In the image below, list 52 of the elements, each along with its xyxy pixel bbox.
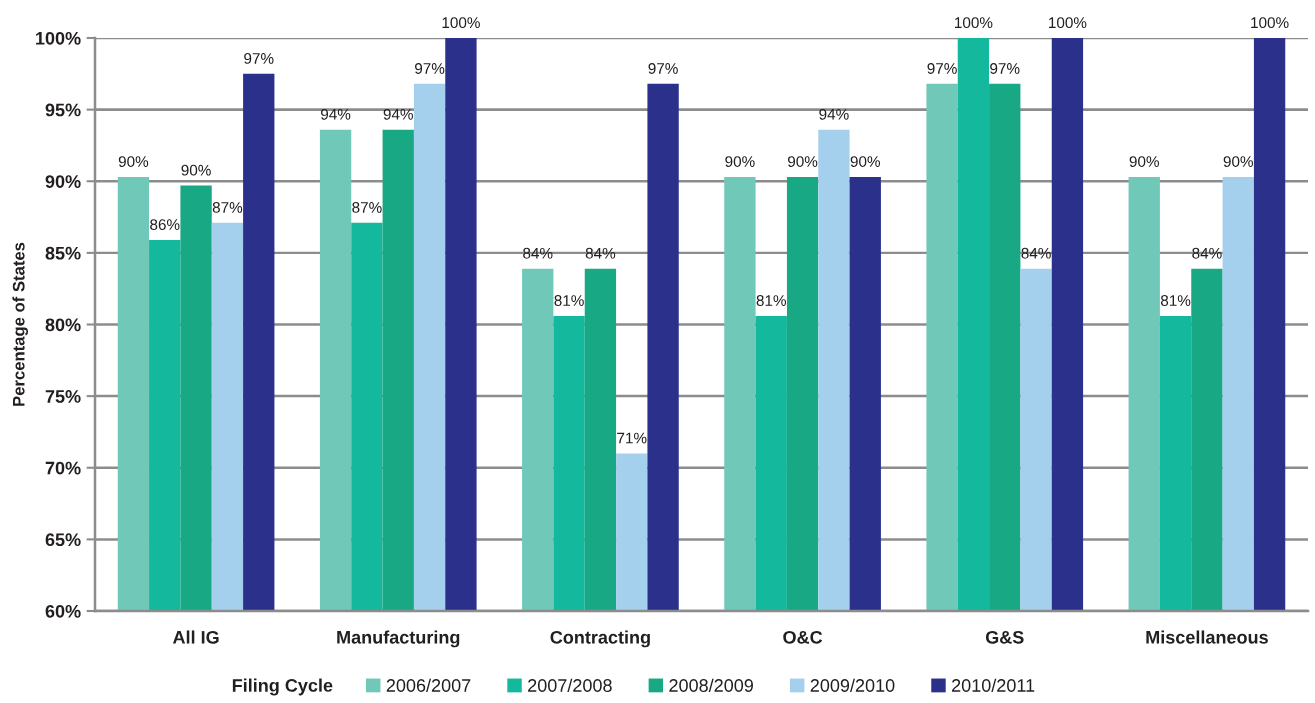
data-label: 90% — [1223, 156, 1253, 167]
data-label: 86% — [150, 219, 180, 231]
data-label: 97% — [648, 63, 678, 74]
data-label: 90% — [118, 156, 149, 167]
y-tick-label: 95% — [45, 103, 81, 117]
data-label: 90% — [725, 156, 755, 167]
data-label: 87% — [352, 202, 382, 213]
data-label: 94% — [383, 108, 413, 120]
data-label: 97% — [990, 63, 1020, 74]
data-label: 84% — [1021, 247, 1051, 259]
x-tick-label: O&C — [783, 630, 823, 644]
legend-label: 2009/2010 — [810, 678, 895, 692]
data-label: 100% — [1251, 17, 1289, 29]
legend-label: 2008/2009 — [669, 678, 753, 692]
data-label: 81% — [1160, 295, 1191, 306]
data-label: 97% — [415, 63, 445, 74]
data-label: 94% — [819, 108, 849, 120]
data-label: 90% — [850, 156, 880, 167]
data-label: 90% — [181, 164, 211, 176]
data-label: 97% — [244, 53, 274, 64]
data-label: 81% — [554, 295, 584, 306]
y-tick-label: 60% — [45, 604, 81, 618]
y-tick-label: 100% — [36, 31, 81, 45]
legend-label: 2007/2008 — [528, 678, 612, 692]
y-tick-label: 65% — [45, 533, 81, 547]
data-label: 97% — [927, 63, 957, 74]
y-axis-title: Percentage of States — [12, 242, 28, 406]
legend-label: 2010/2011 — [952, 678, 1035, 692]
data-label: 94% — [321, 108, 351, 120]
legend-label: 2006/2007 — [386, 678, 471, 692]
data-label: 90% — [788, 156, 818, 167]
data-label: 87% — [212, 202, 243, 213]
y-tick-label: 70% — [45, 461, 81, 475]
x-tick-label: G&S — [985, 630, 1024, 644]
x-tick-label: Manufacturing — [337, 630, 460, 648]
data-label: 84% — [1192, 247, 1222, 259]
data-label: 100% — [955, 17, 993, 29]
x-tick-label: Contracting — [550, 630, 650, 648]
data-label: 84% — [523, 247, 553, 259]
legend-title: Filing Cycle — [232, 678, 333, 696]
data-label: 84% — [585, 247, 616, 259]
y-tick-label: 75% — [45, 390, 81, 403]
x-tick-label: Miscellaneous — [1146, 630, 1268, 644]
data-label: 71% — [617, 432, 647, 444]
data-label: 81% — [756, 295, 786, 306]
y-tick-label: 80% — [45, 318, 81, 332]
data-label: 100% — [1049, 17, 1087, 29]
data-label: 100% — [442, 17, 480, 29]
y-tick-label: 90% — [45, 175, 81, 188]
data-label: 90% — [1129, 156, 1159, 167]
y-tick-label: 85% — [45, 246, 81, 260]
x-tick-label: All IG — [172, 630, 219, 644]
